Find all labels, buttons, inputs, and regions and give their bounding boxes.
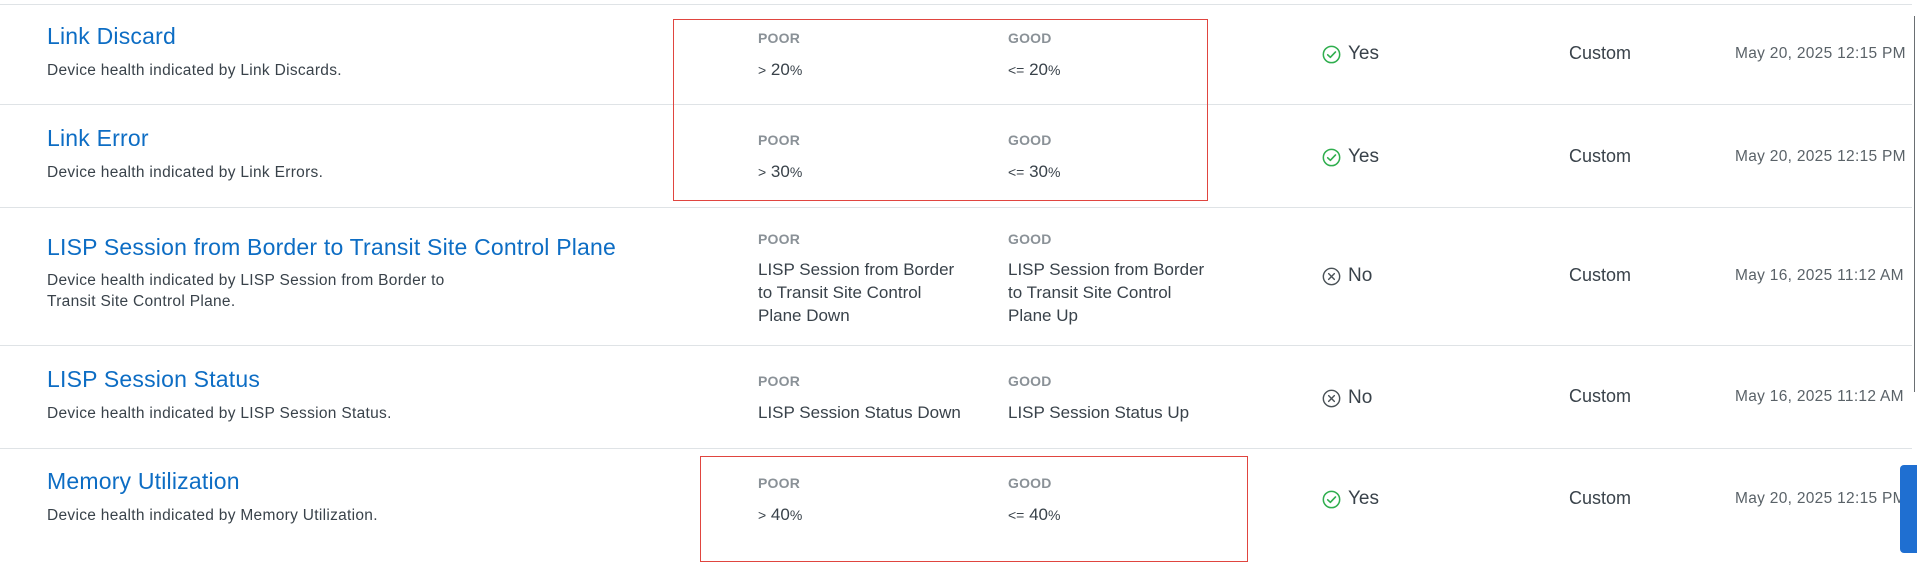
status-cell: No: [1322, 265, 1372, 287]
last-modified-date: May 20, 2025 12:15 PM: [1735, 148, 1906, 165]
status-text: No: [1348, 387, 1373, 408]
last-modified-date: May 16, 2025 11:12 AM: [1735, 267, 1904, 284]
status-cell: Yes: [1322, 488, 1379, 510]
description-line: Device health indicated by LISP Session …: [47, 272, 445, 289]
kpi-description: Device health indicated by Link Errors.: [47, 164, 324, 181]
good-label: GOOD: [1008, 475, 1052, 491]
check-circle-icon: [1322, 490, 1341, 509]
kpi-description: Device health indicated by LISP Session …: [47, 270, 445, 312]
good-value: 30: [1029, 162, 1049, 181]
poor-label: POOR: [758, 30, 801, 46]
kpi-title-link[interactable]: LISP Session from Border to Transit Site…: [47, 234, 617, 260]
check-circle-icon: [1322, 148, 1341, 167]
status-text: Yes: [1348, 146, 1379, 167]
check-circle-icon: [1322, 45, 1341, 64]
poor-operator: >: [758, 164, 767, 180]
type-cell: Custom: [1569, 488, 1632, 508]
poor-label: POOR: [758, 475, 801, 491]
good-unit: %: [1048, 507, 1061, 523]
good-label: GOOD: [1008, 373, 1052, 389]
good-text-line: LISP Session from Border: [1008, 260, 1205, 279]
poor-unit: %: [789, 62, 803, 78]
table-row: LISP Session from Border to Transit Site…: [0, 208, 1912, 346]
table-row: Memory Utilization Device health indicat…: [0, 449, 1912, 562]
last-modified-date: May 16, 2025 11:12 AM: [1735, 388, 1904, 405]
x-circle-icon: [1322, 267, 1341, 286]
good-text-line: Plane Up: [1008, 306, 1078, 325]
good-threshold: <= 30%: [1008, 160, 1060, 184]
scrollbar[interactable]: [1914, 16, 1915, 392]
poor-threshold: LISP Session from Border to Transit Site…: [758, 258, 983, 327]
top-divider: [0, 4, 1912, 5]
good-label: GOOD: [1008, 231, 1052, 247]
last-modified-date: May 20, 2025 12:15 PM: [1735, 45, 1906, 62]
kpi-title-link[interactable]: Link Error: [47, 125, 149, 151]
last-modified-date: May 20, 2025 12:15 PM: [1735, 490, 1906, 507]
status-cell: Yes: [1322, 43, 1379, 65]
good-value: 40: [1029, 505, 1049, 524]
kpi-title-link[interactable]: LISP Session Status: [47, 366, 261, 392]
good-operator: <=: [1008, 507, 1025, 523]
poor-text-line: Plane Down: [758, 306, 850, 325]
poor-value: 40: [770, 505, 790, 524]
good-unit: %: [1048, 62, 1061, 78]
table-row: Link Discard Device health indicated by …: [0, 5, 1912, 105]
poor-threshold: > 30%: [758, 160, 802, 184]
good-label: GOOD: [1008, 30, 1052, 46]
poor-unit: %: [789, 507, 803, 523]
good-operator: <=: [1008, 62, 1025, 78]
good-threshold: <= 20%: [1008, 58, 1060, 82]
poor-threshold: LISP Session Status Down: [758, 403, 961, 422]
table-row: LISP Session Status Device health indica…: [0, 346, 1912, 449]
type-cell: Custom: [1569, 43, 1632, 63]
poor-value: 30: [770, 162, 790, 181]
side-panel-tab[interactable]: [1900, 465, 1917, 553]
good-unit: %: [1048, 164, 1061, 180]
status-text: No: [1348, 265, 1373, 286]
good-label: GOOD: [1008, 132, 1052, 148]
poor-unit: %: [789, 164, 803, 180]
good-threshold: LISP Session from Border to Transit Site…: [1008, 258, 1233, 327]
table-row: Link Error Device health indicated by Li…: [0, 105, 1912, 208]
good-threshold: LISP Session Status Up: [1008, 403, 1190, 422]
kpi-description: Device health indicated by LISP Session …: [47, 405, 392, 422]
good-operator: <=: [1008, 164, 1025, 180]
type-cell: Custom: [1569, 386, 1632, 406]
poor-label: POOR: [758, 373, 801, 389]
type-cell: Custom: [1569, 146, 1632, 166]
status-cell: Yes: [1322, 146, 1379, 168]
kpi-title-link[interactable]: Link Discard: [47, 23, 176, 49]
poor-text-line: LISP Session from Border: [758, 260, 955, 279]
status-text: Yes: [1348, 43, 1379, 64]
poor-label: POOR: [758, 132, 801, 148]
description-line: Transit Site Control Plane.: [47, 293, 236, 310]
status-text: Yes: [1348, 488, 1379, 509]
good-threshold: <= 40%: [1008, 503, 1060, 527]
poor-operator: >: [758, 62, 767, 78]
poor-threshold: > 40%: [758, 503, 802, 527]
poor-value: 20: [770, 60, 790, 79]
type-cell: Custom: [1569, 265, 1632, 285]
good-value: 20: [1029, 60, 1049, 79]
poor-text-line: to Transit Site Control: [758, 283, 922, 302]
kpi-description: Device health indicated by Memory Utiliz…: [47, 507, 378, 524]
poor-threshold: > 20%: [758, 58, 802, 82]
poor-label: POOR: [758, 231, 801, 247]
good-text-line: to Transit Site Control: [1008, 283, 1172, 302]
kpi-title-link[interactable]: Memory Utilization: [47, 468, 240, 494]
status-cell: No: [1322, 387, 1372, 409]
x-circle-icon: [1322, 389, 1341, 408]
kpi-description: Device health indicated by Link Discards…: [47, 62, 342, 79]
poor-operator: >: [758, 507, 767, 523]
